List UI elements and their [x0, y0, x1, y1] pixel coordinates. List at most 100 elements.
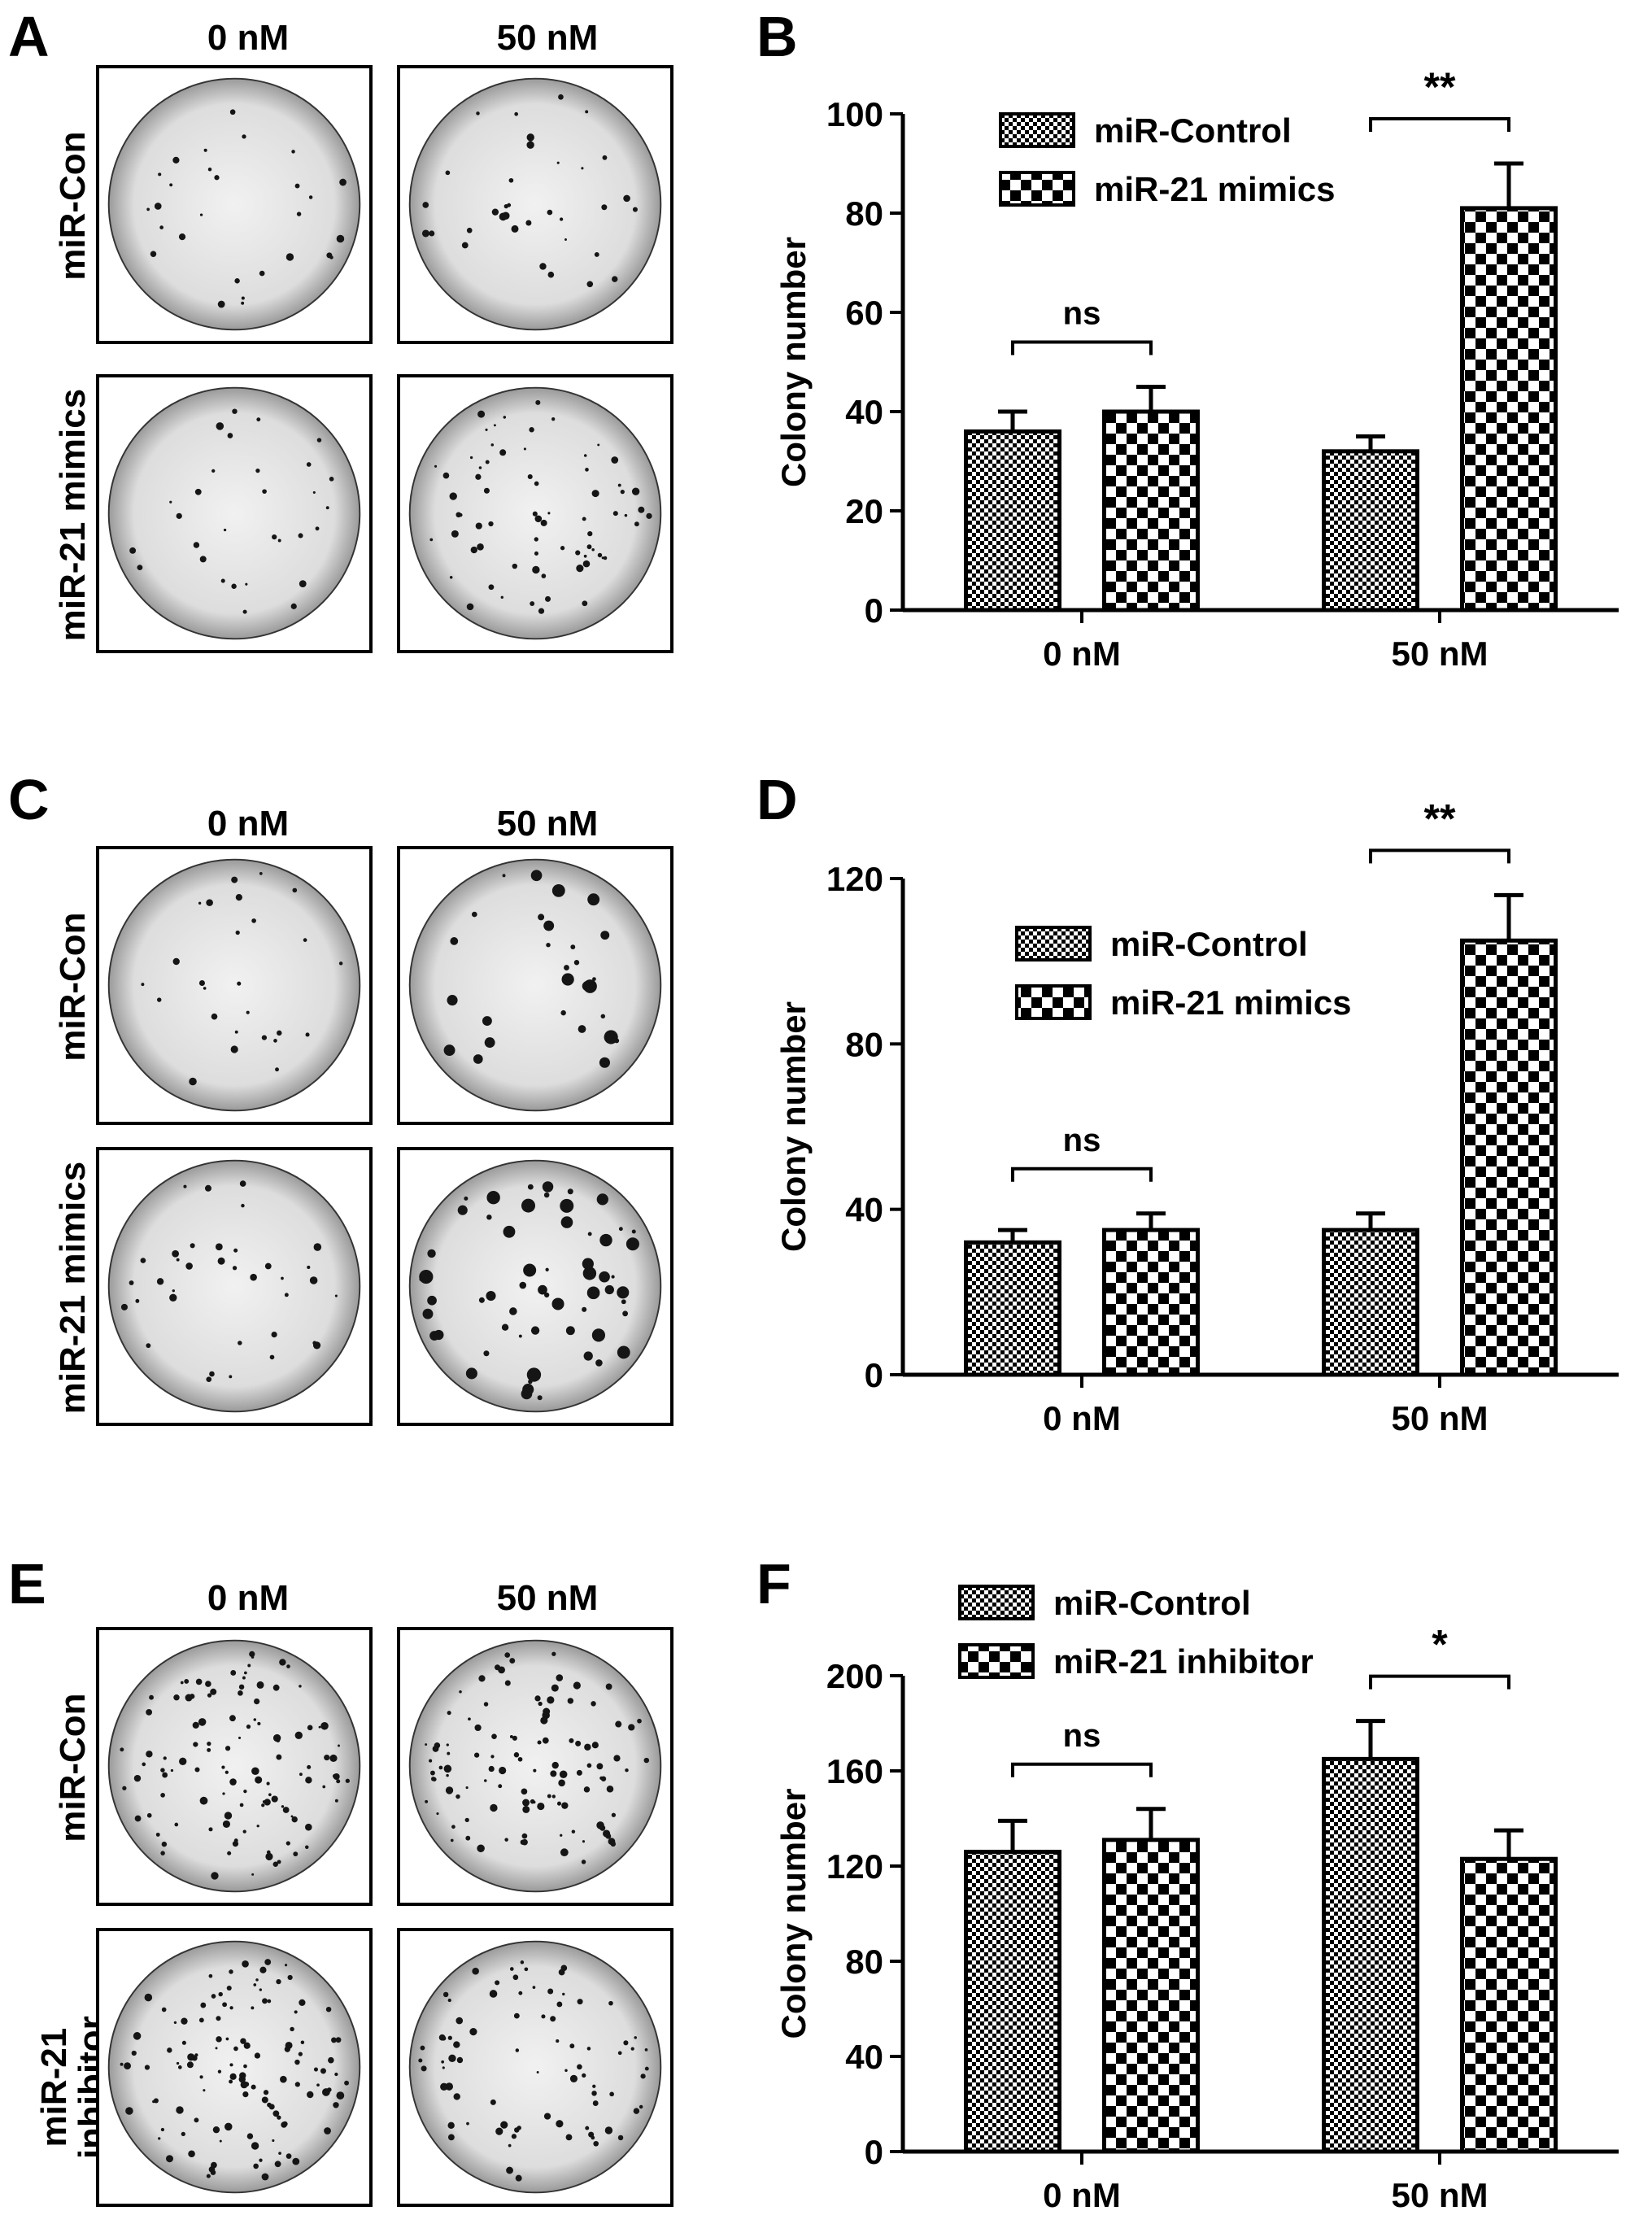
colony-dot [339, 178, 347, 186]
colony-dot [644, 2066, 649, 2071]
colony-dot [300, 2040, 305, 2044]
colony-dot [587, 893, 600, 906]
colony-dot [582, 1306, 587, 1312]
colony-dot [643, 1757, 650, 1764]
colony-dot [280, 2075, 287, 2083]
colony-dot [259, 872, 263, 875]
colony-dot [125, 2107, 133, 2115]
colony-dot [474, 1752, 480, 1758]
colony-dot [425, 1799, 429, 1803]
row-label-mir-con: miR-Con [52, 912, 93, 1062]
colony-dot [551, 883, 565, 897]
colony-dot [198, 979, 205, 986]
colony-dot [212, 2126, 220, 2134]
colony-dot [432, 1746, 439, 1752]
colony-dot [211, 469, 216, 473]
colony-dot [230, 1045, 238, 1053]
colony-dot [198, 1718, 207, 1726]
colony-dot [484, 1037, 495, 1049]
colony-dot [498, 1784, 503, 1789]
colony-dot [603, 556, 608, 560]
colony-dot [315, 526, 320, 531]
colony-dot [421, 2065, 427, 2072]
colony-dot [634, 2036, 637, 2039]
colony-dot [562, 1992, 565, 1996]
colony-dot [542, 1737, 549, 1744]
colony-dot [253, 2163, 259, 2169]
colony-dot [173, 2021, 177, 2025]
panel-letter-f: F [756, 1552, 791, 1616]
colony-dot [582, 1840, 586, 1843]
colony-dot [286, 2153, 292, 2159]
colony-dot [232, 408, 238, 414]
colony-dot [150, 251, 157, 257]
colony-dot [612, 511, 618, 517]
colony-dot [242, 134, 246, 139]
colony-dot [254, 1698, 260, 1705]
significance-label: ns [1063, 1123, 1101, 1158]
colony-dot [625, 1768, 629, 1773]
colony-dot [207, 1747, 211, 1752]
colony-dot [344, 2080, 350, 2086]
colony-dot [573, 960, 580, 966]
colony-dot [586, 2047, 591, 2051]
colony-dot [485, 460, 490, 464]
colony-dot [160, 1851, 165, 1855]
colony-dot [486, 1214, 492, 1220]
colony-dot [255, 469, 260, 473]
colony-dot [556, 2120, 564, 2128]
colony-dot [172, 156, 180, 164]
x-tick-label: 0 nM [1043, 1399, 1121, 1437]
colony-dot [604, 2126, 613, 2135]
colony-dot [455, 512, 462, 518]
colony-dot [259, 1966, 267, 1973]
colony-dot [290, 603, 297, 609]
colony-dot [523, 447, 526, 451]
colony-dot [326, 2087, 332, 2092]
colony-dot [501, 1323, 509, 1331]
colony-dot [545, 595, 551, 602]
colony-dot [551, 1297, 564, 1310]
colony-dot [238, 2075, 246, 2083]
colony-dot [517, 1756, 523, 1762]
colony-dot [241, 1203, 245, 1208]
colony-dot [209, 1371, 215, 1377]
colony-dot [583, 554, 587, 558]
colony-dot [325, 2006, 332, 2012]
colony-dot [477, 543, 484, 551]
colony-dot [550, 2016, 556, 2022]
dish-plate [408, 1940, 662, 2194]
colony-dot [287, 1974, 293, 1981]
y-tick-label: 0 [865, 591, 883, 630]
colony-dot [569, 2043, 575, 2049]
colony-dot [271, 1331, 277, 1338]
colony-dot [267, 2102, 272, 2108]
colony-dot [447, 1751, 451, 1755]
colony-dot [293, 1851, 299, 1857]
colony-dot [455, 1794, 460, 1799]
colony-dot [156, 1278, 164, 1285]
colony-dot [188, 2150, 195, 2158]
colony-dot [594, 252, 599, 257]
colony-dot [483, 1350, 490, 1357]
colony-dot [229, 2006, 233, 2010]
colony-dot [539, 263, 547, 270]
colony-dot [532, 565, 540, 574]
colony-dot [427, 1295, 437, 1306]
colony-dot [307, 1764, 312, 1769]
colony-dot [575, 1740, 582, 1746]
legend-label: miR-Control [1110, 925, 1308, 963]
colony-dot [600, 931, 610, 940]
colony-dot [617, 483, 621, 487]
colony-dot [543, 1192, 550, 1198]
colony-dot [541, 2014, 546, 2019]
colony-dot [181, 2017, 188, 2025]
colony-dot [167, 2047, 172, 2053]
colony-dot [339, 2094, 344, 2099]
colony-dot [281, 2121, 287, 2128]
colony-dot [577, 1999, 583, 2005]
colony-dot [124, 2062, 131, 2070]
colony-dot [440, 2082, 448, 2091]
colony-dot [493, 424, 496, 427]
colony-dot [210, 1688, 217, 1695]
